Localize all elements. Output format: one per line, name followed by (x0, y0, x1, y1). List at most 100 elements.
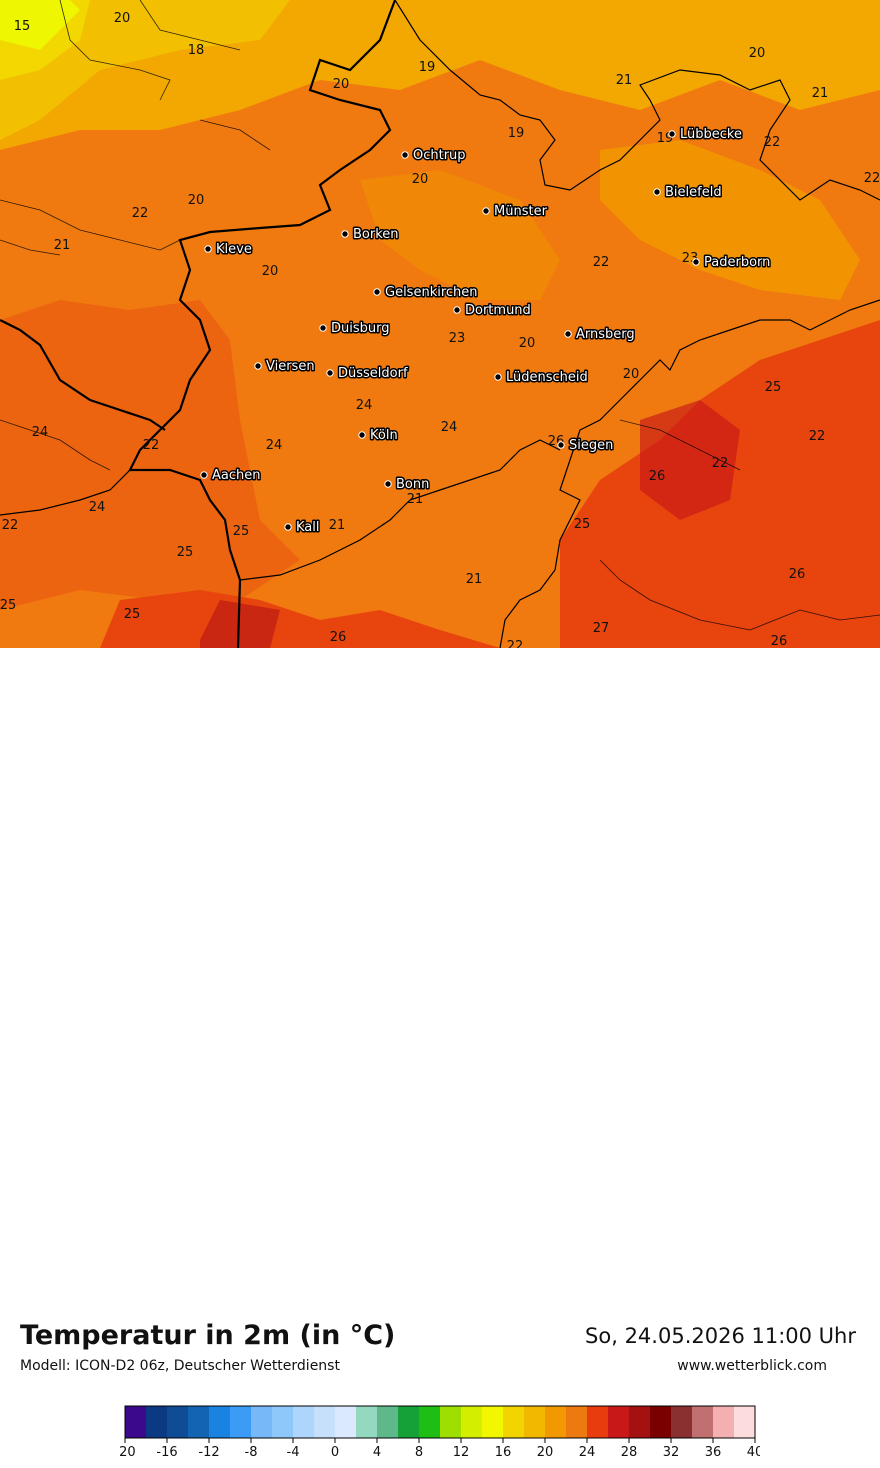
color-scale-swatch (356, 1406, 378, 1438)
city-label: Arnsberg (576, 327, 635, 342)
color-scale-swatch (293, 1406, 315, 1438)
temperature-value-label: 26 (771, 634, 788, 648)
color-scale-swatch (188, 1406, 210, 1438)
city-marker: Paderborn (692, 254, 772, 272)
color-scale-swatch (692, 1406, 714, 1438)
color-scale-tick-label: -8 (245, 1445, 258, 1460)
forecast-datetime: So, 24.05.2026 11:00 Uhr (585, 1324, 856, 1348)
color-scale-swatch (482, 1406, 504, 1438)
color-scale-tick-label: 36 (705, 1445, 722, 1460)
color-scale-swatch (545, 1406, 567, 1438)
city-dot (204, 245, 212, 253)
city-dot (341, 230, 349, 238)
city-marker: Bonn (384, 476, 431, 494)
city-label: Düsseldorf (338, 366, 408, 381)
city-label: Siegen (569, 438, 613, 453)
city-dot (668, 130, 676, 138)
temperature-value-label: 22 (809, 429, 826, 444)
city-marker: Düsseldorf (326, 365, 409, 383)
city-marker: Lübbecke (668, 126, 743, 144)
city-dot (494, 373, 502, 381)
city-label: Viersen (266, 359, 315, 374)
border-belgium-netherlands (0, 319, 166, 431)
city-label: Aachen (212, 468, 260, 483)
color-scale-swatch (566, 1406, 588, 1438)
city-dot (319, 324, 327, 332)
city-dot (564, 330, 572, 338)
website-url[interactable]: www.wetterblick.com (677, 1358, 827, 1374)
city-label: Ochtrup (413, 148, 466, 163)
temperature-value-label: 20 (749, 46, 766, 61)
temperature-value-label: 20 (114, 11, 131, 26)
color-scale-tick-label: -16 (156, 1445, 177, 1460)
temperature-value-label: 24 (441, 420, 458, 435)
temperature-value-label: 20 (188, 193, 205, 208)
city-marker: Siegen (557, 437, 615, 455)
temperature-value-label: 22 (132, 206, 149, 221)
city-marker: Bielefeld (653, 184, 723, 202)
temperature-value-label: 19 (419, 60, 436, 75)
color-scale-swatch (314, 1406, 336, 1438)
temperature-value-label: 22 (143, 438, 160, 453)
temperature-value-label: 21 (616, 73, 633, 88)
color-scale-tick-label: 0 (331, 1445, 339, 1460)
temperature-value-label: 25 (177, 545, 194, 560)
hot-spot-southeast (640, 400, 740, 520)
color-scale-tick-label: 40 (747, 1445, 760, 1460)
color-scale-swatch (167, 1406, 189, 1438)
city-label: Paderborn (704, 255, 770, 270)
city-marker: Münster (482, 203, 549, 221)
temperature-value-label: 21 (466, 572, 483, 587)
city-marker: Dortmund (453, 302, 532, 320)
color-scale-swatch (440, 1406, 462, 1438)
color-scale-tick-label: 28 (621, 1445, 638, 1460)
city-marker: Arnsberg (564, 326, 636, 344)
color-scale-tick-label: -20 (120, 1445, 136, 1460)
temperature-value-label: 25 (765, 380, 782, 395)
color-scale-swatch (230, 1406, 252, 1438)
mild-region-east (600, 140, 860, 300)
temperature-value-label: 26 (789, 567, 806, 582)
temperature-value-label: 21 (407, 492, 424, 507)
color-scale-tick-label: 32 (663, 1445, 680, 1460)
color-scale: -20 -16 -12 -8 -4 0 4 8 12 16 20 24 28 32 36 40 (120, 1405, 760, 1460)
border-netherlands-germany (128, 0, 397, 648)
warm-region-southcenter (100, 590, 500, 648)
temperature-value-label: 21 (329, 518, 346, 533)
city-dot (557, 441, 565, 449)
city-dot (384, 480, 392, 488)
color-scale-swatch (734, 1406, 756, 1438)
color-scale-swatch (146, 1406, 168, 1438)
color-scale-swatch (587, 1406, 609, 1438)
temperature-value-label: 21 (54, 238, 71, 253)
border-nrw-south (239, 439, 561, 581)
temperature-value-label: 25 (124, 607, 141, 622)
temperature-value-label: 20 (262, 264, 279, 279)
model-subtitle: Modell: ICON-D2 06z, Deutscher Wetterdie… (20, 1358, 340, 1374)
city-layer: Ochtrup Lübbecke Bielefeld Münster Borken Kle… (200, 126, 772, 537)
color-scale-swatch (713, 1406, 735, 1438)
color-scale-tick-label: -12 (198, 1445, 219, 1460)
city-marker: Lüdenscheid (494, 369, 589, 387)
city-marker: Kall (284, 519, 321, 537)
color-scale-swatch (419, 1406, 441, 1438)
temperature-value-label: 22 (764, 135, 781, 150)
color-scale-swatch (503, 1406, 525, 1438)
chart-title: Temperatur in 2m (in °C) (20, 1320, 396, 1351)
city-marker: Borken (341, 226, 400, 244)
temperature-value-label: 24 (32, 425, 49, 440)
city-dot (653, 188, 661, 196)
city-marker: Köln (358, 427, 399, 445)
color-scale-tick-label: -4 (287, 1445, 300, 1460)
temperature-value-label: 20 (623, 367, 640, 382)
city-dot (200, 471, 208, 479)
city-dot (326, 369, 334, 377)
city-label: Köln (370, 428, 398, 443)
city-label: Lübbecke (680, 127, 742, 142)
city-label: Bielefeld (665, 185, 722, 200)
color-scale-swatch (608, 1406, 630, 1438)
city-label: Kall (296, 520, 320, 535)
color-scale-swatch (398, 1406, 420, 1438)
